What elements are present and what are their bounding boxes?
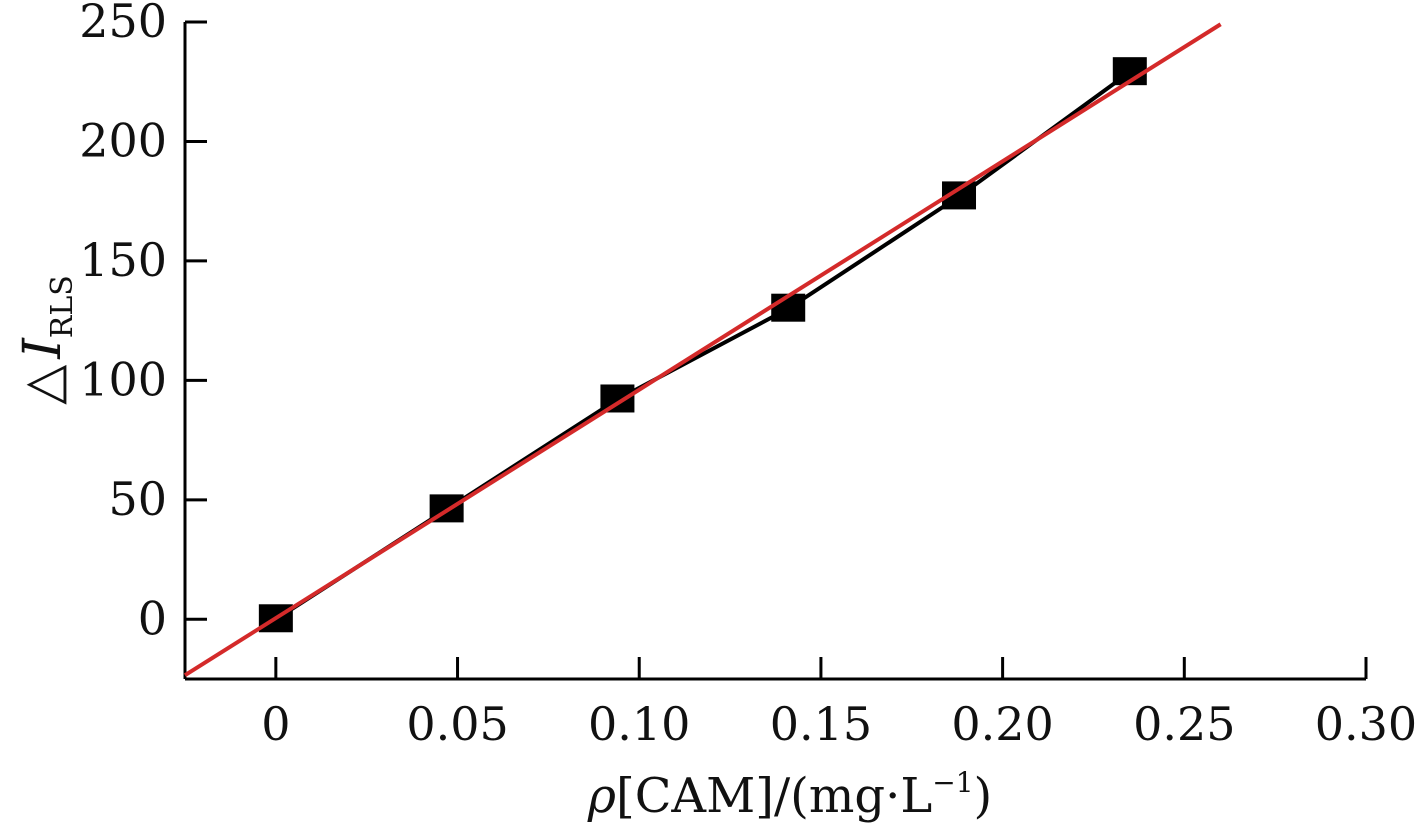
y-axis-title: △ IRLS (13, 275, 80, 405)
x-axis-title: ρ[CAM]/(mg·L−1) (587, 766, 993, 824)
axes: 0 0.05 0.10 0.15 0.20 0.25 0.30 0 50 100 150 200 250 (79, 0, 1417, 751)
y-tick-label: 250 (79, 0, 167, 48)
y-tick-label: 200 (79, 113, 167, 167)
y-axis-delta: △ (13, 365, 73, 405)
x-axis-sup: −1 (932, 766, 973, 799)
y-tick-label: 0 (138, 591, 167, 645)
x-tick-label: 0.10 (588, 697, 690, 751)
fit-line (183, 22, 1222, 677)
x-tick-label: 0.30 (1315, 697, 1417, 751)
x-axis-close: ) (974, 768, 993, 824)
data-point (600, 384, 635, 413)
x-tick-label: 0 (261, 697, 290, 751)
x-tick-label: 0.20 (951, 697, 1053, 751)
x-tick-label: 0.25 (1133, 697, 1235, 751)
y-axis-sub: RLS (45, 275, 80, 338)
y-tick-label: 50 (108, 472, 167, 526)
y-tick-label: 100 (79, 352, 167, 406)
x-tick-label: 0.15 (770, 697, 872, 751)
y-tick-label: 150 (79, 233, 167, 287)
y-axis-I: I (13, 337, 73, 360)
x-axis-main: [CAM]/(mg·L (616, 768, 932, 824)
x-axis-rho: ρ (587, 768, 616, 824)
data-layer (183, 22, 1222, 677)
x-tick-label: 0.05 (406, 697, 508, 751)
